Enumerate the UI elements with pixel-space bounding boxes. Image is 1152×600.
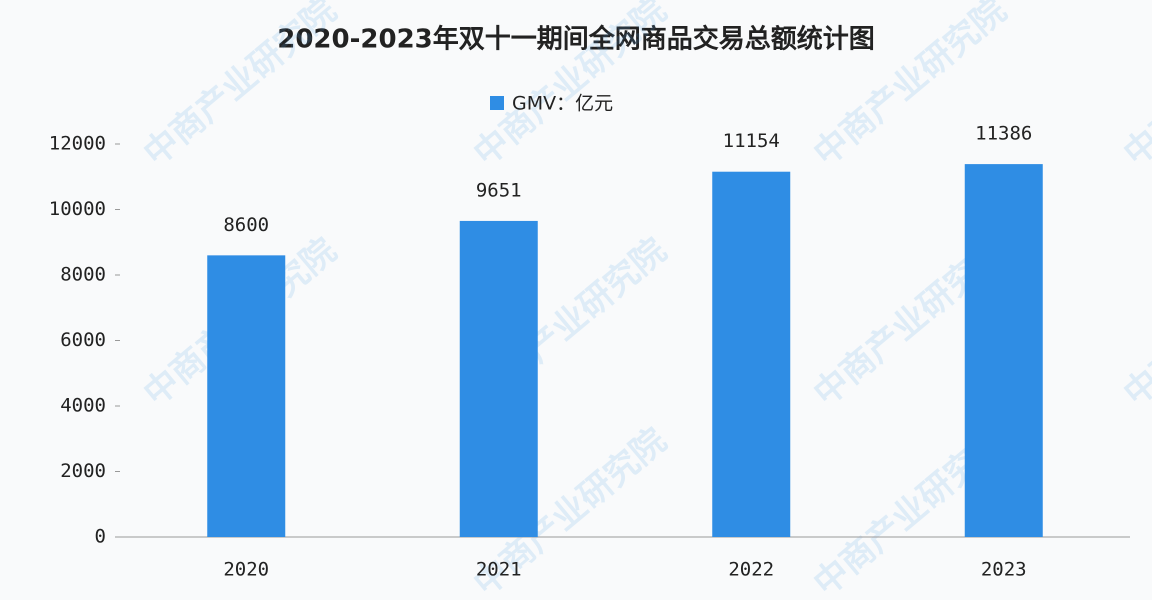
y-tick-label: 2000 [60,460,106,482]
legend-swatch [490,96,504,110]
bar [712,171,791,538]
bar [964,164,1043,537]
y-tick-label: 6000 [60,329,106,351]
y-tick-label: 0 [95,526,106,548]
bar [207,255,286,537]
x-tick-label: 2021 [476,559,522,581]
data-label: 11154 [723,130,780,152]
bar [459,220,538,537]
legend-label: GMV：亿元 [512,93,613,115]
data-label: 9651 [476,179,522,201]
y-tick-label: 10000 [49,198,106,220]
data-label: 11386 [975,123,1032,145]
x-tick-label: 2020 [223,559,269,581]
x-tick-label: 2022 [728,559,774,581]
x-tick-label: 2023 [981,559,1027,581]
y-tick-label: 8000 [60,264,106,286]
y-tick-label: 4000 [60,395,106,417]
y-tick-label: 12000 [49,133,106,155]
chart-title: 2020-2023年双十一期间全网商品交易总额统计图 [277,24,875,55]
data-label: 8600 [223,214,269,236]
